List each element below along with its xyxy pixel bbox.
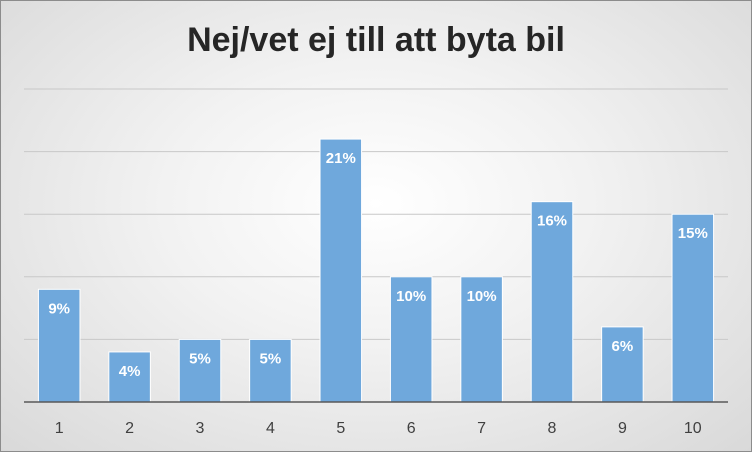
gridlines xyxy=(24,88,728,340)
data-label-2: 4% xyxy=(119,363,141,380)
x-tick-label-2: 2 xyxy=(125,420,134,437)
bar-8 xyxy=(530,201,574,403)
x-tick-label-5: 5 xyxy=(336,420,345,437)
x-tick-label-9: 9 xyxy=(618,420,627,437)
data-label-8: 16% xyxy=(537,213,567,230)
x-tick-label-7: 7 xyxy=(477,420,486,437)
data-label-3: 5% xyxy=(189,350,211,367)
x-tick-label-6: 6 xyxy=(407,420,416,437)
x-tick-label-8: 8 xyxy=(548,420,557,437)
bar-10 xyxy=(671,213,715,403)
data-label-4: 5% xyxy=(260,350,282,367)
x-tick-label-3: 3 xyxy=(196,420,205,437)
data-labels: 9% 4% 5% 5% 21% 10% 10% 16% 6% 15% xyxy=(48,150,707,380)
data-label-5: 21% xyxy=(326,150,356,167)
data-label-1: 9% xyxy=(48,300,70,317)
bar-1 xyxy=(37,288,81,403)
bars xyxy=(37,138,715,403)
x-tick-label-4: 4 xyxy=(266,420,275,437)
data-label-7: 10% xyxy=(467,288,497,305)
data-label-10: 15% xyxy=(678,225,708,242)
data-label-9: 6% xyxy=(612,338,634,355)
x-tick-labels: 1 2 3 4 5 6 7 8 9 10 xyxy=(55,420,702,437)
bar-6 xyxy=(389,276,433,403)
x-tick-label-10: 10 xyxy=(684,420,702,437)
bar-3 xyxy=(178,338,222,403)
bar-7 xyxy=(460,276,503,403)
x-tick-label-1: 1 xyxy=(55,420,64,437)
bar-4 xyxy=(249,338,292,403)
bar-5 xyxy=(319,138,363,403)
chart-title: Nej/vet ej till att byta bil xyxy=(187,21,565,59)
data-label-6: 10% xyxy=(396,288,426,305)
